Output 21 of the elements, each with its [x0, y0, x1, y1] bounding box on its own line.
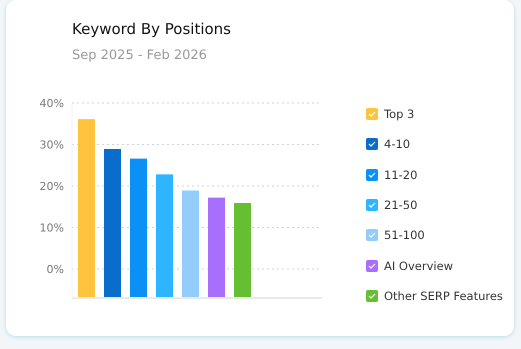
- bar: [182, 190, 199, 298]
- legend-label: AI Overview: [384, 258, 454, 273]
- legend-label: 21-50: [384, 198, 418, 212]
- bar: [234, 202, 251, 298]
- legend-label: Top 3: [384, 107, 414, 122]
- legend-label: 51-100: [384, 228, 425, 242]
- bar: [156, 174, 173, 298]
- legend-label: 4-10: [384, 137, 410, 152]
- y-tick-label: 10%: [40, 221, 64, 234]
- bar: [130, 158, 147, 298]
- chart-subtitle: Sep 2025 - Feb 2026: [72, 48, 207, 63]
- bar: [208, 198, 225, 298]
- y-tick-label: 20%: [40, 180, 64, 193]
- chart-title: Keyword By Positions: [72, 20, 231, 38]
- bar: [78, 119, 95, 298]
- y-tick-label: 30%: [40, 138, 64, 152]
- y-tick-label: 0%: [46, 262, 64, 276]
- y-tick-label: 40%: [40, 96, 64, 110]
- legend-label: 11-20: [384, 168, 418, 182]
- legend-label: Other SERP Features: [384, 288, 503, 303]
- bar: [104, 149, 121, 298]
